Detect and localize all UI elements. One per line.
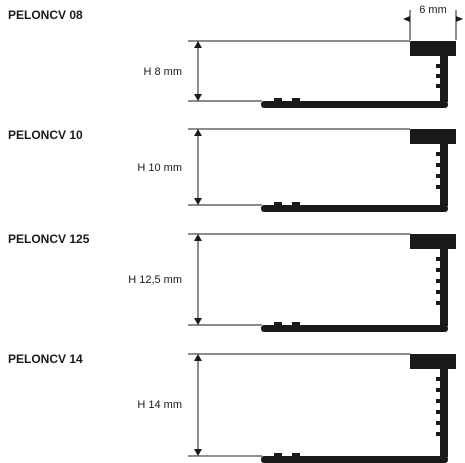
profile-rib — [436, 421, 440, 425]
width-dimension: 6 mm — [403, 4, 463, 40]
height-arrow-top — [194, 41, 202, 48]
profile-code-14: PELONCV 14 — [8, 352, 83, 366]
profile-base-flange — [261, 101, 448, 108]
profile-rib — [436, 388, 440, 392]
profile-base-flange — [261, 456, 448, 463]
profile-rib — [436, 257, 440, 261]
profile-rib — [436, 290, 440, 294]
profile-rib — [436, 377, 440, 381]
height-label: H 8 mm — [144, 66, 183, 78]
profile-rib — [436, 84, 440, 88]
profile-rib — [436, 74, 440, 78]
width-label: 6 mm — [419, 4, 447, 16]
profile-base-rib — [274, 453, 282, 456]
profile-base-rib — [274, 322, 282, 325]
height-arrow-bottom — [194, 198, 202, 205]
profile-rib — [436, 399, 440, 403]
height-arrow-top — [194, 234, 202, 241]
height-label: H 10 mm — [137, 162, 182, 174]
width-arrow-right — [456, 16, 463, 22]
profile-top-flange — [410, 354, 456, 369]
profile-rib — [436, 64, 440, 68]
profile-rib — [436, 268, 440, 272]
profile-10-drawing: H 10 mm — [137, 128, 456, 212]
profile-base-rib — [292, 202, 300, 205]
profile-vertical-wall — [440, 249, 448, 326]
profile-14-drawing: H 14 mm — [137, 353, 456, 463]
profile-rib — [436, 163, 440, 167]
height-arrow-top — [194, 129, 202, 136]
profile-base-flange — [261, 325, 448, 332]
profile-base-rib — [274, 98, 282, 101]
profile-code-08: PELONCV 08 — [8, 8, 83, 22]
profile-base-rib — [292, 453, 300, 456]
profile-base-flange — [261, 205, 448, 212]
profile-top-flange — [410, 129, 456, 144]
profile-rib — [436, 174, 440, 178]
profile-code-125: PELONCV 125 — [8, 232, 90, 246]
profile-base-rib — [274, 202, 282, 205]
profile-vertical-wall — [440, 144, 448, 206]
width-arrow-left — [403, 16, 410, 22]
profile-rib — [436, 301, 440, 305]
profile-top-flange — [410, 41, 456, 56]
profile-base-rib — [292, 322, 300, 325]
profile-top-flange — [410, 234, 456, 249]
profile-rib — [436, 185, 440, 189]
profile-125-drawing: H 12,5 mm — [128, 233, 456, 332]
profile-08-drawing: H 8 mm — [144, 40, 456, 108]
profile-rib — [436, 432, 440, 436]
height-arrow-bottom — [194, 94, 202, 101]
profile-rib — [436, 279, 440, 283]
profile-vertical-wall — [440, 56, 448, 102]
height-label: H 12,5 mm — [128, 274, 182, 286]
profile-vertical-wall — [440, 369, 448, 457]
height-arrow-top — [194, 354, 202, 361]
profile-code-10: PELONCV 10 — [8, 128, 83, 142]
height-arrow-bottom — [194, 449, 202, 456]
height-label: H 14 mm — [137, 399, 182, 411]
profile-base-rib — [292, 98, 300, 101]
profile-rib — [436, 410, 440, 414]
profile-rib — [436, 152, 440, 156]
height-arrow-bottom — [194, 318, 202, 325]
